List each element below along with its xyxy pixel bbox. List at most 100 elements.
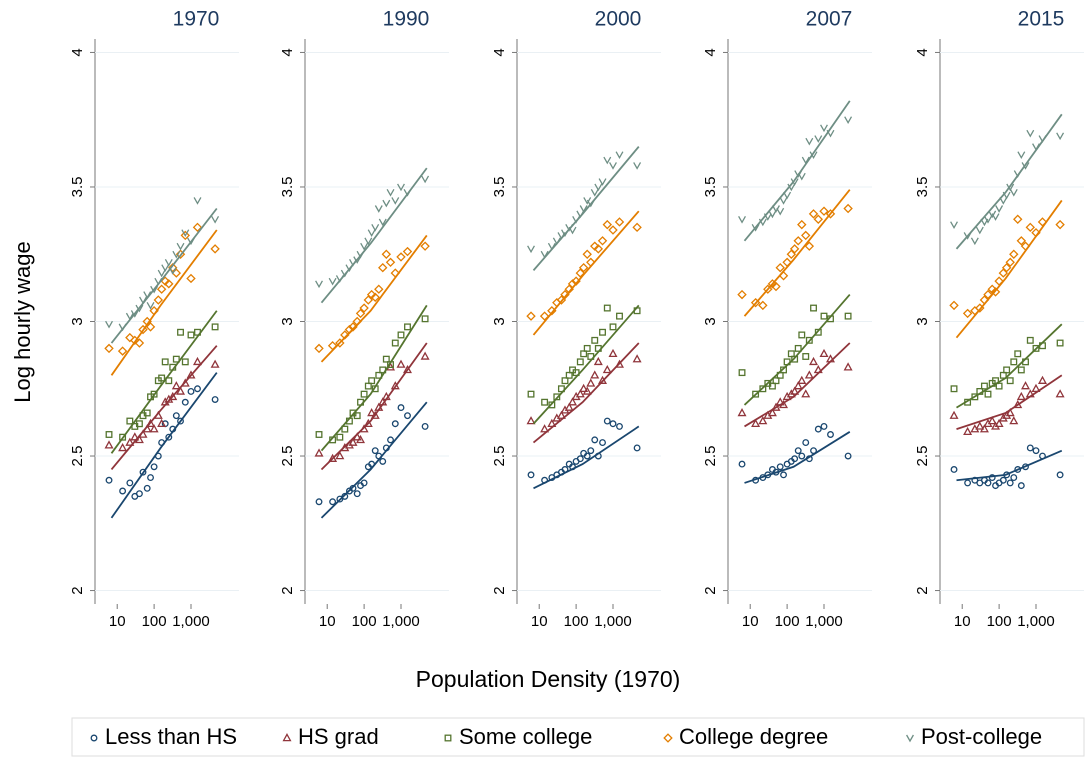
point [1014,350,1022,358]
point [572,215,581,224]
point [587,353,595,360]
point [314,343,324,354]
point [194,328,201,336]
point [130,335,140,346]
point [571,276,581,286]
point [134,338,145,348]
point [1003,471,1011,479]
point [1032,447,1040,455]
point [335,275,344,283]
y-tick-label: 2.5 [279,446,296,467]
point [381,391,391,401]
point [579,383,589,393]
point [548,474,556,481]
point [568,226,577,235]
point [632,354,642,363]
point [161,358,169,366]
fit-line [955,199,1063,339]
point [336,495,344,503]
point [971,393,979,401]
point [1056,471,1064,479]
point [1022,463,1029,471]
point [143,484,151,492]
x-tick-label: 1,000 [1017,613,1055,630]
legend-label: Post-college [921,724,1042,749]
point [976,388,984,395]
point [119,433,127,441]
point [169,425,177,433]
point [776,207,785,216]
point [994,276,1004,286]
point [597,236,608,246]
point [145,322,156,332]
point [150,285,159,294]
y-tick-label: 2 [914,586,931,594]
point [802,353,810,360]
point [349,484,357,492]
point [146,302,155,310]
x-tick-label: 100 [142,613,167,630]
point [759,385,767,393]
point [791,355,799,363]
point [758,416,768,425]
point [356,434,366,444]
y-tick-label: 2 [69,586,86,594]
point [738,215,746,224]
point [142,316,152,327]
point [797,172,806,181]
point [118,323,127,332]
point [609,162,617,170]
point [382,199,391,208]
legend-label: College degree [679,724,828,749]
point [153,410,163,419]
point [153,295,164,305]
point [787,183,796,192]
point [772,205,780,213]
point [598,375,608,384]
y-tick-label: 3 [279,317,296,325]
point [386,189,395,197]
point [987,416,997,425]
point [1039,342,1046,350]
legend-label: Less than HS [105,724,237,749]
fit-line [320,167,428,304]
point [335,338,345,348]
point [172,412,180,420]
point [569,463,576,471]
point [794,344,802,352]
fit-line [320,234,428,363]
legend-box [71,717,1085,757]
x-tick-label: 100 [775,613,800,630]
point [390,381,400,390]
point [1013,214,1023,224]
point [180,230,191,241]
point [420,351,430,360]
point [181,398,189,406]
fit-line [320,304,428,452]
point [802,439,810,447]
legend-marker [906,734,914,743]
point [1022,358,1029,366]
point [181,229,190,238]
point [738,369,746,377]
point [146,418,156,427]
point [980,382,988,390]
point [1039,452,1046,460]
point [963,426,973,436]
point [763,284,773,294]
point [1026,444,1034,452]
point [963,232,972,240]
point [632,222,642,233]
point [751,418,761,427]
point [176,242,185,251]
x-tick-label: 100 [564,613,589,630]
point [130,432,140,441]
point [379,366,387,374]
point [150,390,158,398]
y-tick-label: 4 [69,48,86,56]
point [609,420,617,428]
point [793,236,803,246]
point [186,273,196,284]
point [1017,366,1025,374]
point [539,311,550,321]
